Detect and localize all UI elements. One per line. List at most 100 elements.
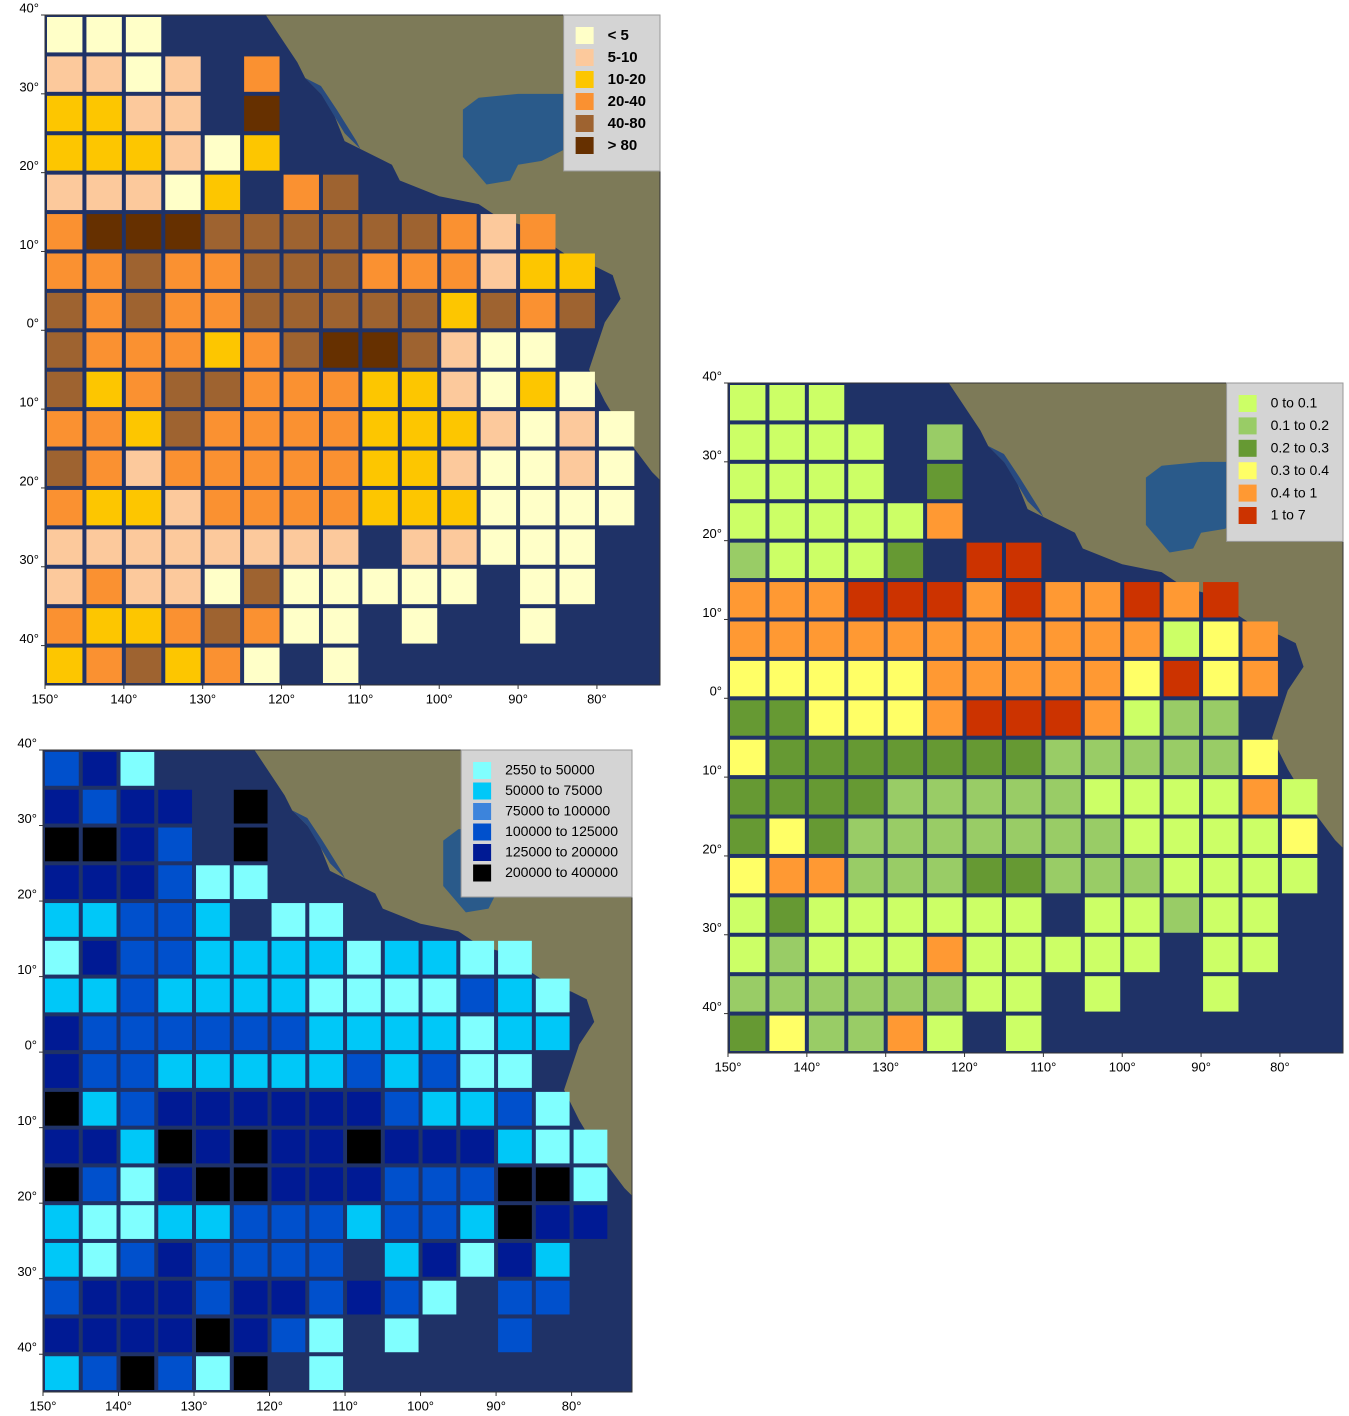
grid-cell <box>809 1016 844 1051</box>
grid-cell <box>1124 779 1159 814</box>
grid-cell <box>45 865 79 899</box>
grid-cell <box>481 293 516 328</box>
grid-cell <box>967 779 1002 814</box>
grid-cell <box>441 293 476 328</box>
grid-cell <box>441 529 476 564</box>
grid-cell <box>809 740 844 775</box>
grid-cell <box>244 214 279 249</box>
grid-cell <box>1164 740 1199 775</box>
grid-cell <box>121 828 155 862</box>
grid-cell <box>730 582 765 617</box>
grid-cell <box>126 490 161 525</box>
grid-cell <box>309 1318 343 1352</box>
grid-cell <box>1243 661 1278 696</box>
legend-label: 0.4 to 1 <box>1271 484 1318 500</box>
grid-cell <box>927 858 962 893</box>
grid-cell <box>1045 779 1080 814</box>
grid-cell <box>234 1243 268 1277</box>
grid-cell <box>284 332 319 367</box>
grid-cell <box>284 293 319 328</box>
grid-cell <box>423 1243 457 1277</box>
grid-cell <box>284 214 319 249</box>
grid-cell <box>196 1281 230 1315</box>
y-tick-label: 20° <box>17 886 37 901</box>
grid-cell <box>730 1016 765 1051</box>
grid-cell <box>498 1054 532 1088</box>
grid-cell <box>1164 858 1199 893</box>
grid-cell <box>848 700 883 735</box>
grid-cell <box>165 56 200 91</box>
grid-cell <box>47 569 82 604</box>
grid-cell <box>126 17 161 52</box>
grid-cell <box>809 424 844 459</box>
grid-cell <box>1085 819 1120 854</box>
grid-cell <box>423 979 457 1013</box>
grid-cell <box>234 828 268 862</box>
grid-cell <box>86 411 121 446</box>
grid-cell <box>126 293 161 328</box>
legend-swatch <box>576 71 594 88</box>
grid-cell <box>205 135 240 170</box>
grid-cell <box>244 293 279 328</box>
grid-cell <box>244 529 279 564</box>
grid-cell <box>1006 819 1041 854</box>
grid-cell <box>205 451 240 486</box>
grid-cell <box>205 490 240 525</box>
grid-cell <box>809 700 844 735</box>
grid-cell <box>272 1016 306 1050</box>
grid-cell <box>769 819 804 854</box>
grid-cell <box>402 332 437 367</box>
grid-cell <box>730 464 765 499</box>
grid-cell <box>347 1281 381 1315</box>
grid-cell <box>45 1356 79 1390</box>
grid-cell <box>769 464 804 499</box>
y-tick-label: 40° <box>702 999 722 1014</box>
grid-cell <box>1085 661 1120 696</box>
x-tick-label: 150° <box>32 691 59 706</box>
grid-cell <box>347 1205 381 1239</box>
grid-cell <box>45 1318 79 1352</box>
grid-cell <box>196 1054 230 1088</box>
grid-cell <box>441 569 476 604</box>
grid-cell <box>1164 661 1199 696</box>
grid-cell <box>481 451 516 486</box>
grid-cell <box>423 941 457 975</box>
grid-cell <box>560 372 595 407</box>
legend-label: 40-80 <box>608 115 646 132</box>
legend-label: 0.1 to 0.2 <box>1271 417 1330 433</box>
grid-cell <box>45 752 79 786</box>
legend-swatch <box>1239 417 1257 434</box>
grid-cell <box>272 979 306 1013</box>
grid-cell <box>769 385 804 420</box>
grid-cell <box>47 332 82 367</box>
grid-cell <box>86 135 121 170</box>
grid-cell <box>196 1130 230 1164</box>
grid-cell <box>309 1243 343 1277</box>
grid-cell <box>196 1243 230 1277</box>
grid-cell <box>323 372 358 407</box>
grid-cell <box>402 214 437 249</box>
grid-cell <box>362 332 397 367</box>
grid-cell <box>309 1167 343 1201</box>
grid-cell <box>888 700 923 735</box>
grid-cell <box>927 661 962 696</box>
grid-cell <box>498 1016 532 1050</box>
grid-cell <box>848 937 883 972</box>
legend: < 55-1010-2020-4040-80> 80 <box>564 15 660 171</box>
grid-cell <box>234 1281 268 1315</box>
legend-swatch <box>473 844 491 861</box>
x-tick-label: 110° <box>1030 1059 1056 1074</box>
grid-cell <box>45 828 79 862</box>
grid-cell <box>234 1016 268 1050</box>
grid-cell <box>730 858 765 893</box>
grid-cell <box>323 411 358 446</box>
grid-cell <box>423 1205 457 1239</box>
grid-cell <box>1045 819 1080 854</box>
x-tick-label: 130° <box>181 1398 208 1413</box>
grid-cell <box>158 1054 192 1088</box>
grid-cell <box>45 1205 79 1239</box>
grid-cell <box>121 1167 155 1201</box>
grid-cell <box>560 411 595 446</box>
grid-cell <box>498 941 532 975</box>
grid-cell <box>498 1167 532 1201</box>
